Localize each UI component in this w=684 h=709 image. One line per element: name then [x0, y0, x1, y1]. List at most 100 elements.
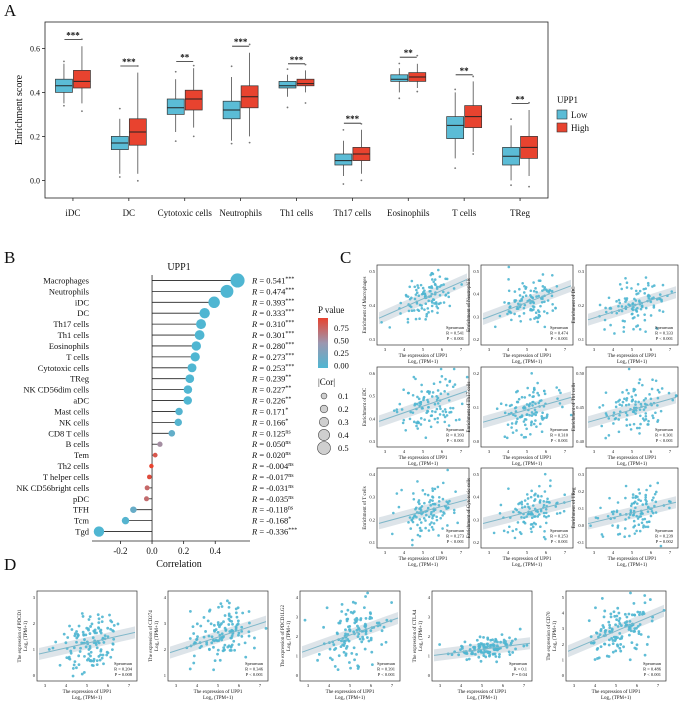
panel-c-plot-point	[644, 287, 648, 290]
panel-d-plot-point	[607, 643, 611, 647]
panel-c-plot-point	[623, 297, 627, 300]
panel-b-dot	[183, 396, 192, 405]
panel-c-plot-xlabel2: Log₂ (TPM+1)	[617, 462, 647, 467]
panel-c-plot-point	[638, 432, 641, 435]
panel-d-plot-point	[508, 653, 512, 657]
panel-label-A: A	[4, 1, 17, 20]
panel-d-plot-ytick: 4	[296, 595, 299, 600]
panel-c-plot-xtick: 5	[631, 449, 634, 454]
panel-c-plot-point	[671, 398, 675, 402]
panel-c-plot-point	[647, 505, 650, 509]
panel-c-plot-point	[599, 506, 602, 510]
panel-d-plot-xlabel: The expression of UPP1	[63, 690, 112, 695]
panel-c-plot-point	[634, 308, 638, 312]
panel-d-plot-point	[632, 601, 636, 605]
panel-c-plot-point	[625, 297, 629, 300]
panel-d-plot-point	[208, 648, 211, 652]
panel-c-plot-point	[537, 513, 541, 516]
panel-c-plot-point	[624, 484, 628, 488]
panel-d-plot-point	[438, 643, 442, 646]
panel-c-plot-point	[644, 330, 647, 333]
panel-c-plot-point	[536, 391, 539, 395]
panel-b-r-label: R = -0.336***	[251, 527, 297, 537]
panel-d-plot-point	[619, 624, 623, 627]
panel-c-plot-point	[613, 332, 616, 335]
panel-d-plot-point	[361, 635, 365, 639]
panel-a-outlier	[304, 102, 307, 104]
panel-c-plot-point	[435, 407, 439, 411]
panel-b-r-label: R = 0.301***	[251, 330, 294, 340]
panel-c-plot-point	[452, 367, 456, 371]
panel-c-plot-xlabel: The expression of UPP1	[399, 456, 448, 461]
panel-d-plot-point	[212, 668, 216, 672]
panel-d-plot-point	[85, 626, 89, 630]
panel-c-plot-point	[644, 525, 648, 529]
panel-d-plot-point	[384, 640, 388, 644]
panel-c-plot-point	[534, 419, 537, 422]
panel-c-plot-point	[544, 537, 547, 541]
panel-c-plot-point	[438, 285, 442, 288]
panel-c-plot-point	[520, 500, 524, 504]
panel-d-plot-xlabel2: Log₂ (TPM+1)	[203, 696, 233, 701]
panel-c-plot-point	[443, 390, 446, 393]
panel-d-plot-point	[477, 655, 481, 659]
panel-c-plot-point	[556, 501, 559, 505]
panel-d-plot-point	[611, 642, 615, 646]
panel-d-plot-point	[350, 651, 354, 655]
panel-d-plot-point	[638, 623, 642, 626]
panel-d-plot-point	[608, 626, 612, 630]
panel-c-plot-point	[555, 284, 559, 288]
panel-d-plot-point	[364, 632, 368, 636]
panel-d-plot-point	[75, 630, 78, 633]
panel-d-plot-point	[106, 626, 110, 630]
panel-c-plot-point	[514, 410, 518, 413]
panel-d-plot-point	[587, 619, 591, 623]
panel-c-plot-point	[522, 520, 525, 524]
panel-a-outlier	[118, 176, 121, 178]
panel-c-plot-xlabel2: Log₂ (TPM+1)	[512, 563, 542, 568]
panel-d-plot-point	[223, 643, 227, 647]
panel-d-plot-point	[598, 633, 602, 637]
panel-b-cor-swatch	[318, 416, 329, 427]
panel-c-plot-point	[413, 402, 417, 406]
panel-c-plot-point	[522, 291, 526, 294]
panel-a-legend-title: UPP1	[557, 95, 578, 105]
panel-d-plot-point	[499, 640, 503, 644]
panel-d-plot-point	[514, 637, 517, 641]
panel-c-plot-point	[416, 523, 419, 527]
panel-c-plot-ylabel: Enrichment of DC	[572, 286, 577, 324]
panel-c-plot-point	[398, 402, 402, 406]
panel-d-plot-point	[100, 656, 104, 660]
panel-c-plot-point	[493, 325, 497, 329]
panel-b-pvalue-tick: 0.00	[334, 361, 349, 371]
panel-c-plot-point	[625, 424, 629, 427]
panel-c-plot-point	[540, 301, 544, 304]
panel-c-plot-point	[530, 516, 534, 519]
panel-d-plot-point	[227, 617, 231, 621]
panel-d-plot-point	[195, 637, 199, 641]
panel-d-plot-stat: Spearman	[643, 661, 662, 666]
panel-c-plot-xlabel: The expression of UPP1	[503, 354, 552, 359]
panel-c-plot-point	[632, 422, 636, 426]
panel-d-plot-point	[210, 635, 214, 639]
panel-c-plot-point	[428, 523, 432, 526]
panel-d-plot-point	[607, 620, 611, 624]
panel-c-plot-point	[518, 314, 521, 318]
panel-d-plot-point	[633, 646, 637, 650]
panel-c-plot-point	[520, 516, 523, 519]
panel-c-plot-point	[414, 377, 417, 381]
panel-c-plot-point	[510, 403, 513, 407]
panel-d-plot-xtick: 7	[391, 683, 394, 688]
panel-c-plot-point	[513, 299, 516, 302]
panel-c-plot-point	[417, 397, 421, 401]
panel-c-plot-xtick: 4	[612, 347, 615, 352]
panel-b-dot	[183, 385, 193, 394]
panel-c-plot-point	[400, 488, 403, 492]
panel-d-plot-point	[89, 650, 93, 654]
panel-c-plot-point	[549, 479, 552, 482]
panel-c-plot-ytick: 0.2	[578, 303, 584, 308]
panel-c-plot-point	[633, 316, 636, 319]
panel-d-plot-point	[220, 632, 224, 636]
panel-d-plot-ylabel2: Log₂ (TPM+1)	[419, 621, 424, 651]
panel-c-plot-ytick: 0.1	[578, 506, 584, 511]
